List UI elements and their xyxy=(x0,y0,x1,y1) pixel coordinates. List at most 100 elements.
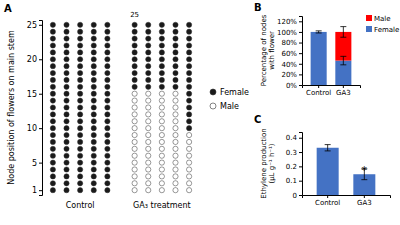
y-tick-mark xyxy=(39,59,42,60)
annotation: 25 xyxy=(130,11,139,19)
dot xyxy=(187,112,192,117)
y-axis-title: Percentage of nodeswith flower xyxy=(260,14,276,86)
dot xyxy=(78,181,83,186)
dot xyxy=(173,22,178,27)
dot xyxy=(146,29,151,34)
dot xyxy=(132,36,137,41)
dot xyxy=(64,119,69,124)
error-bar-cap xyxy=(340,56,346,57)
dot xyxy=(50,64,55,69)
dot xyxy=(159,22,164,27)
dot xyxy=(64,22,69,27)
dot xyxy=(50,119,55,124)
dot xyxy=(78,57,83,62)
dot xyxy=(146,160,151,165)
dot xyxy=(91,57,96,62)
bar xyxy=(317,148,339,195)
dot xyxy=(105,167,110,172)
y-tick-mark xyxy=(39,128,42,129)
dot xyxy=(187,57,192,62)
error-bar xyxy=(325,145,331,151)
dot xyxy=(132,153,137,158)
dot xyxy=(105,50,110,55)
dot xyxy=(105,188,110,193)
error-bar xyxy=(316,31,322,33)
dot xyxy=(50,77,55,82)
dot xyxy=(159,70,164,75)
dot xyxy=(64,70,69,75)
y-tick-mark xyxy=(299,53,302,54)
dot xyxy=(173,174,178,179)
dot xyxy=(146,70,151,75)
dot xyxy=(173,29,178,34)
panel-a: 1510152025Node position of flowers on ma… xyxy=(4,3,249,210)
dot xyxy=(105,64,110,69)
x-tick: GA3 xyxy=(357,195,372,207)
dot xyxy=(187,139,192,144)
dot xyxy=(187,77,192,82)
error-bar-cap xyxy=(340,37,346,38)
x-axis-line xyxy=(303,196,391,199)
y-tick-label: 0 xyxy=(293,192,297,200)
dot xyxy=(64,36,69,41)
dot xyxy=(50,167,55,172)
dot xyxy=(64,167,69,172)
dot xyxy=(159,146,164,151)
dot xyxy=(159,167,164,172)
dot xyxy=(173,64,178,69)
dot xyxy=(91,174,96,179)
dot xyxy=(64,126,69,131)
dot xyxy=(132,174,137,179)
dot xyxy=(50,174,55,179)
dot xyxy=(78,64,83,69)
dot xyxy=(64,181,69,186)
dot xyxy=(50,146,55,151)
x-axis-line xyxy=(303,86,361,89)
bar xyxy=(311,31,327,32)
dot xyxy=(146,91,151,96)
dot xyxy=(50,57,55,62)
dot xyxy=(91,112,96,117)
dot xyxy=(132,139,137,144)
dot xyxy=(132,50,137,55)
dot xyxy=(105,91,110,96)
dot xyxy=(91,84,96,89)
dot xyxy=(187,146,192,151)
dot xyxy=(78,174,83,179)
dot xyxy=(105,153,110,158)
y-tick: 25 xyxy=(27,21,42,30)
dot xyxy=(187,153,192,158)
error-bar xyxy=(340,27,346,38)
dot xyxy=(64,139,69,144)
y-tick-mark xyxy=(39,94,42,95)
dot xyxy=(173,84,178,89)
y-tick-label: 15 xyxy=(27,90,37,99)
dot xyxy=(64,98,69,103)
panel-title: C xyxy=(254,114,261,125)
legend-swatch xyxy=(210,89,216,95)
dot xyxy=(159,181,164,186)
dot xyxy=(64,153,69,158)
dot xyxy=(50,84,55,89)
dot xyxy=(105,119,110,124)
dot xyxy=(159,126,164,131)
dot xyxy=(146,153,151,158)
dot xyxy=(132,181,137,186)
dot xyxy=(91,36,96,41)
dot xyxy=(91,50,96,55)
dot xyxy=(50,112,55,117)
dot xyxy=(64,112,69,117)
dot xyxy=(50,50,55,55)
dot xyxy=(173,126,178,131)
dot xyxy=(173,139,178,144)
dot xyxy=(50,188,55,193)
dot xyxy=(173,153,178,158)
dot xyxy=(50,36,55,41)
dot xyxy=(105,57,110,62)
dot xyxy=(78,98,83,103)
dot xyxy=(105,84,110,89)
y-tick: 120% xyxy=(277,18,302,26)
dot xyxy=(146,188,151,193)
legend-label: Male xyxy=(374,15,391,23)
dot xyxy=(78,105,83,110)
